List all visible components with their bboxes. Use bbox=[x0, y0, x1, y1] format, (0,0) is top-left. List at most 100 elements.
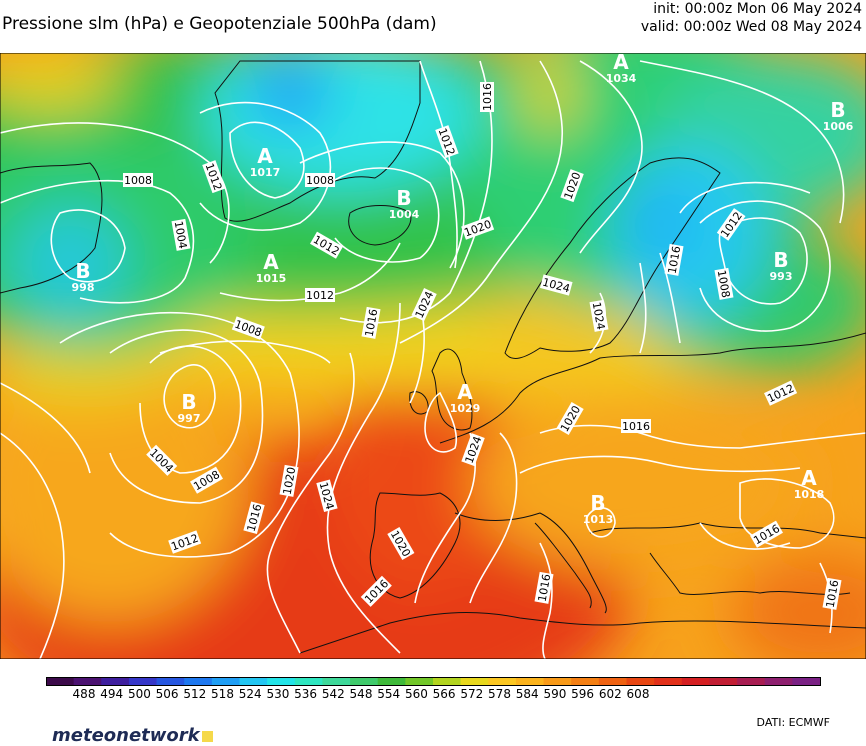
isobar-label: 1016 bbox=[481, 83, 494, 111]
svg-text:1018: 1018 bbox=[794, 488, 825, 501]
svg-text:1004: 1004 bbox=[389, 208, 420, 221]
isobar-label: 1012 bbox=[306, 289, 334, 302]
isobar-label: 1008 bbox=[124, 174, 152, 187]
svg-text:1006: 1006 bbox=[823, 120, 854, 133]
colorbar-swatch bbox=[350, 677, 379, 686]
colorbar-swatch bbox=[626, 677, 655, 686]
logo-square-icon bbox=[201, 731, 213, 742]
colorbar-swatch bbox=[764, 677, 793, 686]
colorbar-tick-label: 506 bbox=[155, 687, 179, 701]
svg-text:993: 993 bbox=[770, 270, 793, 283]
colorbar-swatch bbox=[101, 677, 130, 686]
colorbar-swatch bbox=[239, 677, 268, 686]
colorbar-tick-label: 494 bbox=[100, 687, 124, 701]
colorbar-swatch bbox=[598, 677, 627, 686]
colorbar-swatch bbox=[792, 677, 821, 686]
isobar-label: 1024 bbox=[590, 301, 608, 331]
svg-text:A: A bbox=[257, 144, 273, 168]
colorbar-tick-label: 518 bbox=[211, 687, 234, 701]
colorbar-swatch bbox=[709, 677, 738, 686]
svg-text:1034: 1034 bbox=[606, 72, 637, 85]
svg-text:1013: 1013 bbox=[583, 513, 614, 526]
svg-text:1029: 1029 bbox=[450, 402, 481, 415]
colorbar-tick-label: 602 bbox=[598, 687, 622, 701]
isobar-label: 1004 bbox=[172, 220, 190, 250]
colorbar bbox=[46, 677, 821, 686]
isobar-label: 1016 bbox=[666, 245, 684, 275]
svg-text:B: B bbox=[181, 390, 196, 414]
colorbar-swatch bbox=[571, 677, 600, 686]
logo-text: meteonetwork bbox=[52, 725, 200, 746]
colorbar-swatch bbox=[681, 677, 710, 686]
valid-time: valid: 00:00z Wed 08 May 2024 bbox=[640, 19, 862, 35]
data-credits: DATI: ECMWF bbox=[756, 716, 830, 729]
weather-map: 1008 1012 1008 1004 1016 1012 1020 1020 … bbox=[0, 53, 866, 659]
colorbar-swatch bbox=[322, 677, 351, 686]
svg-text:A: A bbox=[613, 53, 629, 74]
svg-text:A: A bbox=[801, 466, 817, 490]
colorbar-swatch bbox=[184, 677, 213, 686]
svg-text:998: 998 bbox=[72, 281, 95, 294]
colorbar-swatch bbox=[73, 677, 102, 686]
colorbar-tick-label: 542 bbox=[321, 687, 345, 701]
colorbar-swatch bbox=[543, 677, 572, 686]
svg-text:1017: 1017 bbox=[250, 166, 281, 179]
colorbar-tick-label: 566 bbox=[432, 687, 456, 701]
colorbar-tick-label: 488 bbox=[72, 687, 96, 701]
colorbar-tick-label: 608 bbox=[626, 687, 650, 701]
svg-text:997: 997 bbox=[178, 412, 201, 425]
svg-text:1015: 1015 bbox=[256, 272, 287, 285]
colorbar-tick-label: 536 bbox=[294, 687, 318, 701]
colorbar-swatch bbox=[460, 677, 489, 686]
meteonetwork-logo: meteonetwork bbox=[52, 725, 213, 746]
colorbar-labels: 488 494 500 506 512 518 524 530 536 542 548 554 560 5… bbox=[46, 687, 820, 705]
colorbar-swatch bbox=[405, 677, 434, 686]
colorbar-swatch bbox=[377, 677, 406, 686]
map-title: Pressione slm (hPa) e Geopotenziale 500h… bbox=[2, 14, 437, 34]
svg-text:B: B bbox=[75, 259, 90, 283]
isobar-label: 1016 bbox=[824, 579, 842, 609]
isobar-labels: 1008 1012 1008 1004 1016 1012 1020 1020 … bbox=[123, 82, 842, 610]
isobar-label: 1020 bbox=[281, 466, 299, 496]
svg-text:A: A bbox=[263, 250, 279, 274]
colorbar-tick-label: 578 bbox=[488, 687, 511, 701]
svg-text:B: B bbox=[590, 491, 605, 515]
svg-text:B: B bbox=[773, 248, 788, 272]
colorbar-tick-label: 524 bbox=[238, 687, 262, 701]
colorbar-swatch bbox=[128, 677, 158, 686]
colorbar-swatch bbox=[46, 677, 75, 686]
isobar-label: 1016 bbox=[622, 420, 650, 433]
colorbar-tick-label: 590 bbox=[543, 687, 567, 701]
svg-text:B: B bbox=[396, 186, 411, 210]
colorbar-tick-label: 530 bbox=[266, 687, 290, 701]
colorbar-swatch bbox=[211, 677, 240, 686]
colorbar-tick-label: 512 bbox=[183, 687, 207, 701]
init-time: init: 00:00z Mon 06 May 2024 bbox=[653, 1, 862, 17]
colorbar-swatch bbox=[156, 677, 185, 686]
colorbar-tick-label: 584 bbox=[515, 687, 539, 701]
isobar-label: 1008 bbox=[715, 269, 733, 299]
colorbar-swatch bbox=[433, 677, 462, 686]
colorbar-swatch bbox=[737, 677, 766, 686]
geopotential-field bbox=[0, 53, 866, 659]
colorbar-swatch bbox=[488, 677, 517, 686]
isobar-label: 1016 bbox=[536, 573, 554, 603]
colorbar-swatch bbox=[267, 677, 296, 686]
isobar-label: 1016 bbox=[363, 308, 381, 338]
colorbar-tick-label: 560 bbox=[404, 687, 428, 701]
colorbar-swatch bbox=[515, 677, 545, 686]
colorbar-swatch bbox=[294, 677, 323, 686]
colorbar-tick-label: 554 bbox=[377, 687, 401, 701]
svg-text:B: B bbox=[830, 98, 845, 122]
